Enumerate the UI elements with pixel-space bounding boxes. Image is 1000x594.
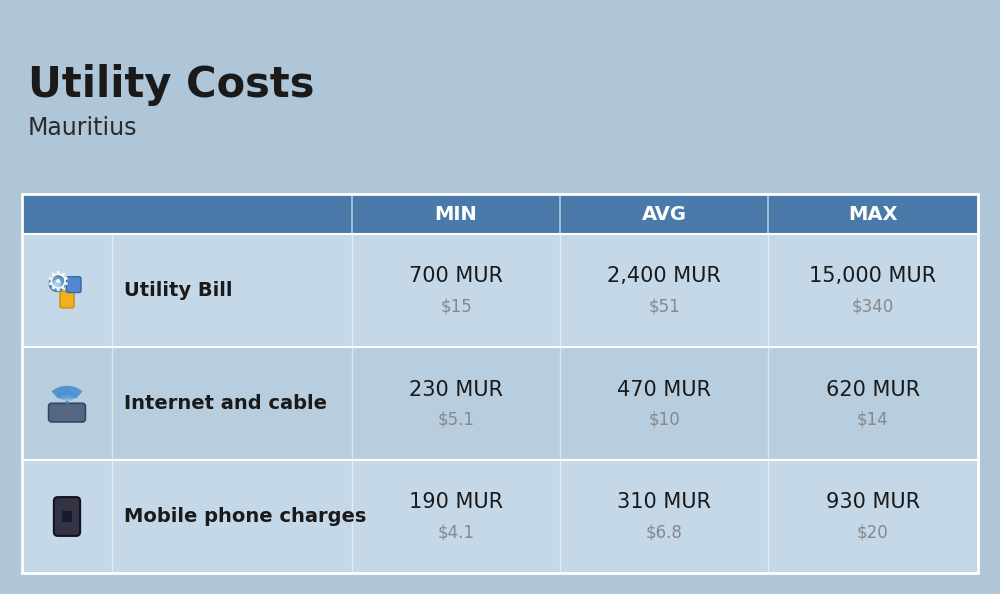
Text: AVG: AVG — [642, 204, 686, 223]
Bar — [62, 511, 72, 522]
Text: Utility Costs: Utility Costs — [28, 64, 314, 106]
Text: 700 MUR: 700 MUR — [409, 267, 503, 286]
Text: 470 MUR: 470 MUR — [617, 380, 711, 400]
Text: Utility Bill: Utility Bill — [124, 281, 232, 300]
Text: 930 MUR: 930 MUR — [826, 492, 920, 513]
Text: MIN: MIN — [435, 204, 477, 223]
Text: $20: $20 — [857, 523, 889, 542]
Bar — [22, 234, 978, 347]
Bar — [865, 428, 963, 447]
Text: $10: $10 — [648, 410, 680, 428]
Text: $51: $51 — [648, 298, 680, 315]
Text: Mobile phone charges: Mobile phone charges — [124, 507, 366, 526]
Bar — [865, 447, 963, 466]
Text: 2,400 MUR: 2,400 MUR — [607, 267, 721, 286]
Text: $14: $14 — [857, 410, 889, 428]
FancyBboxPatch shape — [54, 497, 80, 536]
Bar — [22, 460, 978, 573]
Bar — [22, 194, 978, 234]
Bar — [865, 466, 963, 486]
Text: $15: $15 — [440, 298, 472, 315]
Bar — [22, 194, 978, 573]
Text: Mauritius: Mauritius — [28, 116, 138, 140]
FancyBboxPatch shape — [49, 403, 85, 422]
Text: 15,000 MUR: 15,000 MUR — [809, 267, 937, 286]
Text: 230 MUR: 230 MUR — [409, 380, 503, 400]
Bar — [22, 347, 978, 460]
Text: $6.8: $6.8 — [646, 523, 682, 542]
Text: $340: $340 — [852, 298, 894, 315]
Text: Internet and cable: Internet and cable — [124, 394, 327, 413]
FancyBboxPatch shape — [60, 291, 74, 308]
Text: ⚙: ⚙ — [45, 270, 69, 296]
Bar — [865, 408, 963, 428]
Text: $4.1: $4.1 — [438, 523, 475, 542]
FancyBboxPatch shape — [66, 277, 81, 292]
Text: 620 MUR: 620 MUR — [826, 380, 920, 400]
Circle shape — [65, 400, 69, 404]
Circle shape — [49, 276, 65, 291]
Circle shape — [53, 280, 61, 287]
Text: $5.1: $5.1 — [438, 410, 475, 428]
Text: MAX: MAX — [848, 204, 898, 223]
Text: 190 MUR: 190 MUR — [409, 492, 503, 513]
Text: 310 MUR: 310 MUR — [617, 492, 711, 513]
